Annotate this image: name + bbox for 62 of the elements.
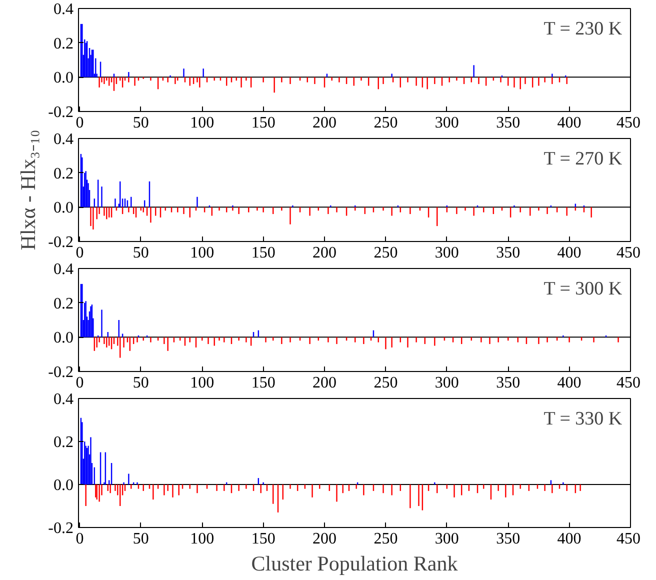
y-tick-label: 0.0 xyxy=(54,200,74,217)
x-tick-label: 150 xyxy=(251,244,276,262)
x-tick-label: 450 xyxy=(616,114,640,132)
annotation: T = 330 K xyxy=(544,408,622,430)
x-tick-label: 400 xyxy=(557,374,582,392)
y-tick-label: 0.2 xyxy=(54,295,74,312)
x-tick-label: 250 xyxy=(374,114,398,132)
x-tick-label: 350 xyxy=(496,530,520,548)
x-tick-label: 100 xyxy=(190,114,214,132)
x-tick-label: 250 xyxy=(374,374,398,392)
y-tick-label: 0.2 xyxy=(54,35,74,52)
x-tick-label: 250 xyxy=(374,244,398,262)
x-tick-label: 200 xyxy=(312,530,337,548)
y-tick-label: -0.2 xyxy=(48,234,74,251)
y-tick-label: -0.2 xyxy=(48,364,74,381)
y-tick-label: -0.2 xyxy=(48,104,74,121)
x-tick-label: 400 xyxy=(557,530,582,548)
x-tick-label: 350 xyxy=(496,114,520,132)
annotation: T = 230 K xyxy=(544,18,622,40)
x-tick-label: 100 xyxy=(190,530,214,548)
y-tick-label: -0.2 xyxy=(48,520,74,537)
x-tick-label: 450 xyxy=(616,530,640,548)
y-tick-label: 0.4 xyxy=(54,391,74,408)
y-axis-title: Hlxα - Hlx₃₋₁₀ xyxy=(16,130,40,250)
annotation: T = 270 K xyxy=(544,148,622,170)
y-tick-label: 0.2 xyxy=(54,165,74,182)
x-tick-label: 50 xyxy=(132,530,149,548)
x-tick-label: 400 xyxy=(557,114,582,132)
x-tick-label: 200 xyxy=(312,374,337,392)
x-tick-label: 350 xyxy=(496,244,520,262)
x-tick-label: 450 xyxy=(616,244,640,262)
y-tick-label: 0.0 xyxy=(54,477,74,494)
x-tick-label: 50 xyxy=(132,374,149,392)
x-tick-label: 350 xyxy=(496,374,520,392)
x-tick-label: 50 xyxy=(132,114,149,132)
x-tick-label: 0 xyxy=(76,244,84,262)
x-tick-label: 50 xyxy=(132,244,149,262)
x-tick-label: 100 xyxy=(190,374,214,392)
x-tick-label: 400 xyxy=(557,244,582,262)
x-tick-label: 100 xyxy=(190,244,214,262)
x-tick-label: 150 xyxy=(251,374,276,392)
x-tick-label: 200 xyxy=(312,244,337,262)
y-tick-label: 0.4 xyxy=(54,261,74,278)
x-tick-label: 300 xyxy=(434,374,459,392)
x-tick-label: 250 xyxy=(374,530,398,548)
x-tick-label: 450 xyxy=(616,374,640,392)
x-axis-title: Cluster Population Rank xyxy=(251,552,458,576)
y-tick-label: 0.4 xyxy=(54,1,74,18)
x-tick-label: 0 xyxy=(76,530,84,548)
x-tick-label: 0 xyxy=(76,374,84,392)
y-tick-label: 0.2 xyxy=(54,434,74,451)
annotation: T = 300 K xyxy=(544,278,622,300)
x-tick-label: 300 xyxy=(434,530,459,548)
y-tick-label: 0.0 xyxy=(54,330,74,347)
x-tick-label: 300 xyxy=(434,244,459,262)
x-tick-label: 200 xyxy=(312,114,337,132)
x-tick-label: 150 xyxy=(251,530,276,548)
x-tick-label: 150 xyxy=(251,114,276,132)
y-tick-label: 0.0 xyxy=(54,70,74,87)
y-tick-label: 0.4 xyxy=(54,131,74,148)
x-tick-label: 0 xyxy=(76,114,84,132)
x-tick-label: 300 xyxy=(434,114,459,132)
